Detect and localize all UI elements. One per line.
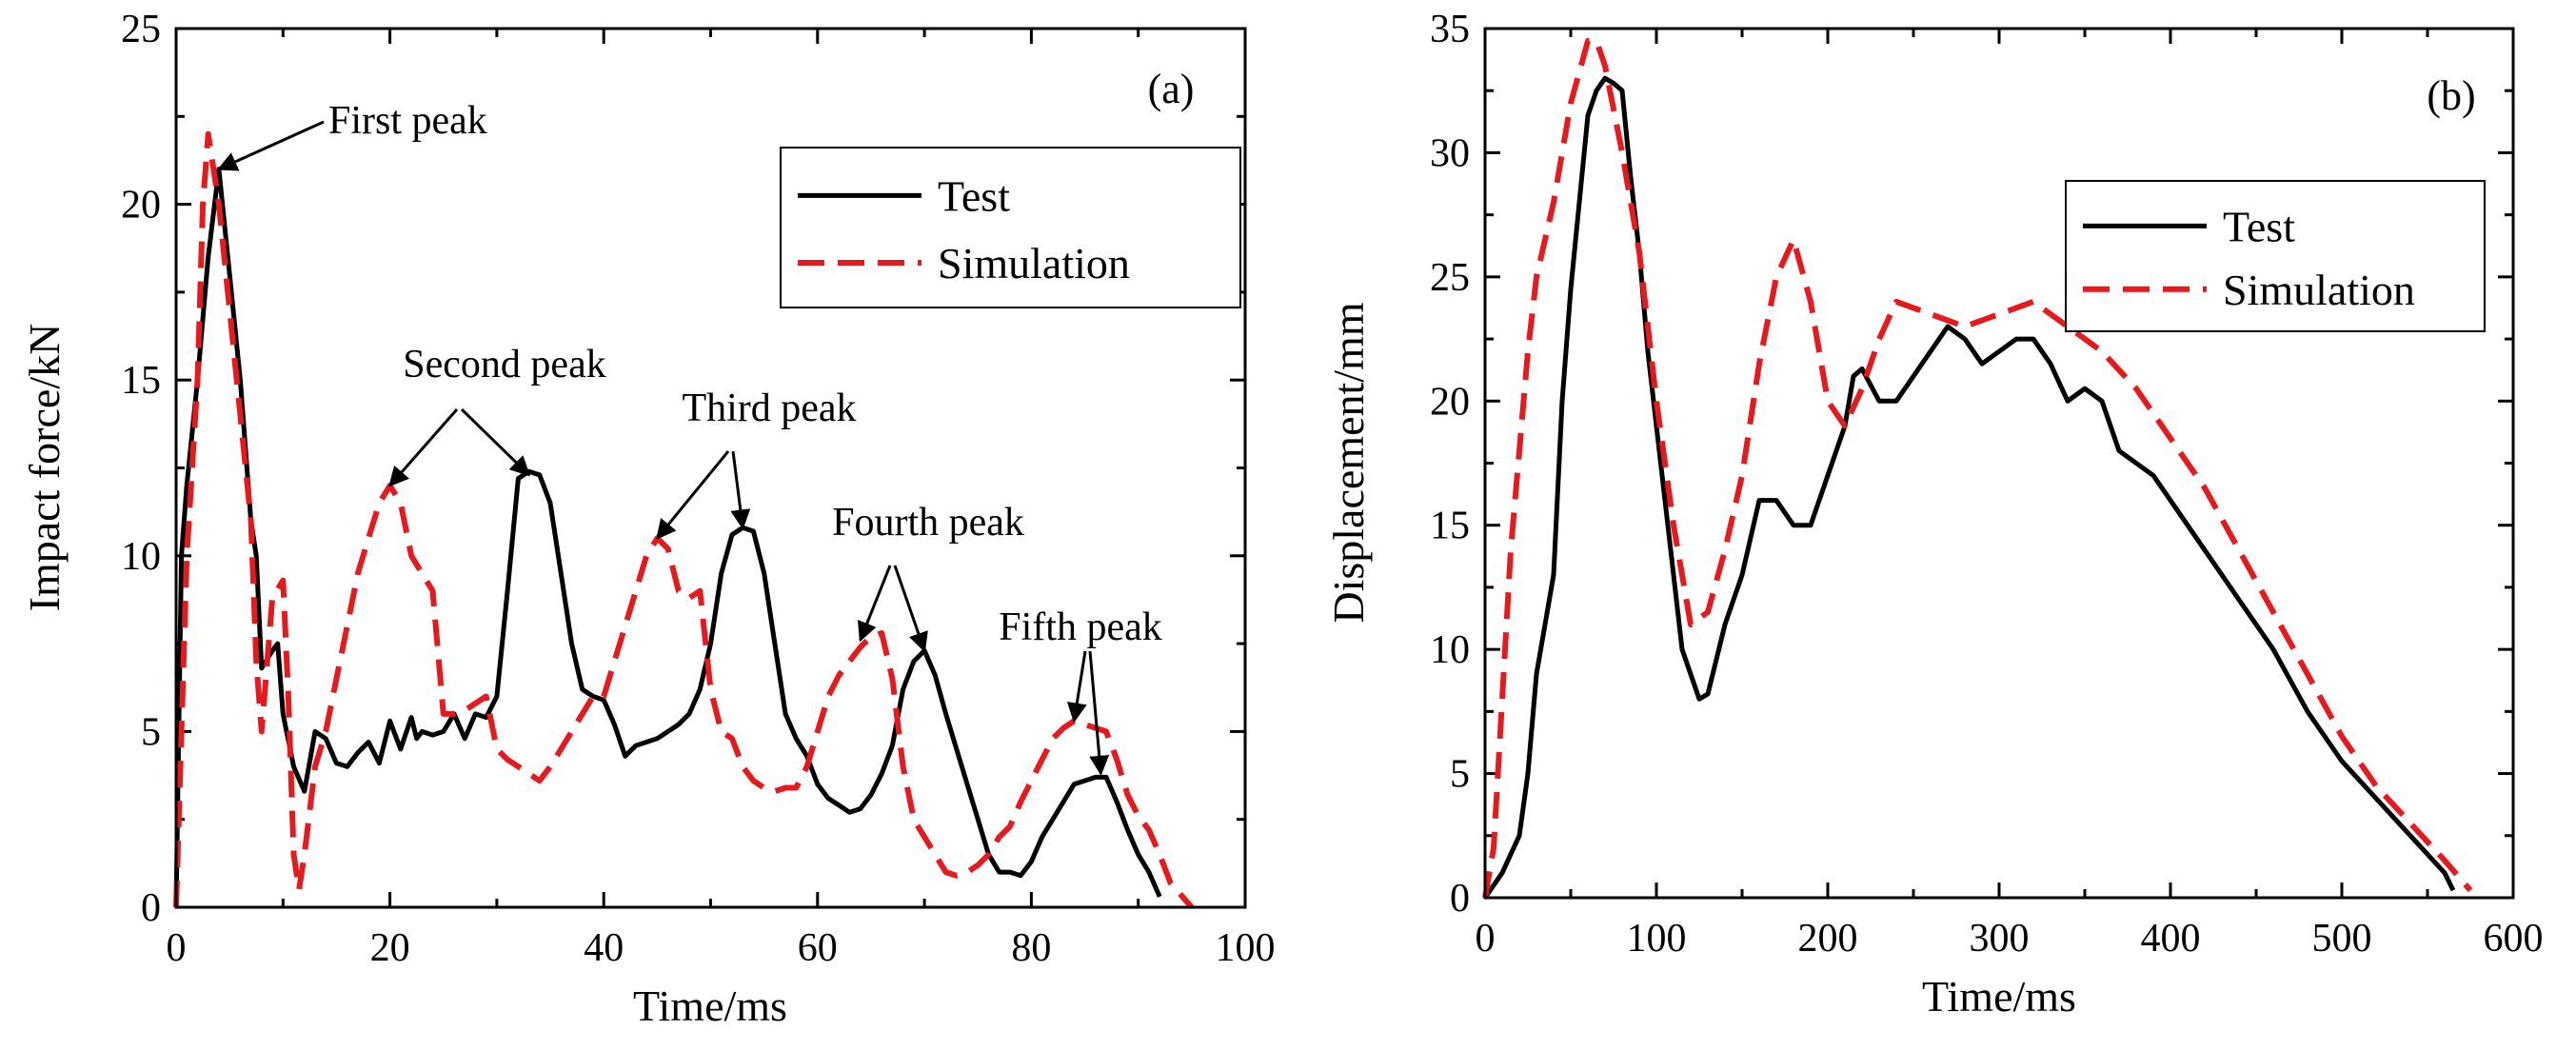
- chart-b: 0 100 200 300 400 500 600 0 5 10 15 20 25 30 35 (b) Ti…: [1324, 8, 2544, 1021]
- chart-b-series-simulation: [1482, 38, 2473, 899]
- chart-a-annotation: Fifth peak: [999, 605, 1161, 649]
- chart-a-y-tick-label: 20: [121, 184, 161, 228]
- chart-b-legend: Test Simulation: [2065, 180, 2486, 332]
- chart-b-plot-frame: [1483, 27, 2515, 900]
- chart-a: 0 20 40 60 80 100 0 5 10 15 20 25 First peak Second …: [20, 8, 1276, 1030]
- chart-b-y-tick-label: 15: [1430, 505, 1470, 548]
- chart-b-x-tick-label: 100: [1627, 917, 1687, 961]
- chart-b-legend-label-simulation: Simulation: [2223, 266, 2415, 314]
- chart-a-x-tick-label: 60: [798, 926, 838, 970]
- chart-a-annotations: First peak Second peak Third peak Fourth pe…: [217, 99, 1162, 776]
- chart-a-annotation-arrow: [217, 120, 325, 171]
- chart-a-x-tick-label: 40: [584, 926, 624, 970]
- chart-a-annotation-arrow: [893, 565, 928, 653]
- chart-a-legend-box: [780, 147, 1241, 308]
- chart-a-annotation-arrow: [1066, 650, 1087, 724]
- chart-a-y-tick-label: 5: [141, 710, 161, 754]
- chart-b-y-tick-label: 35: [1430, 8, 1470, 51]
- chart-b-legend-label-test: Test: [2223, 202, 2295, 250]
- chart-b-x-tick-label: 600: [2484, 917, 2544, 961]
- chart-b-y-tick-label: 0: [1450, 877, 1470, 921]
- chart-a-y-tick-label: 15: [121, 359, 161, 403]
- chart-b-legend-box: [2065, 180, 2486, 332]
- chart-b-y-tick-label: 20: [1430, 380, 1470, 424]
- chart-b-panel-label: (b): [2427, 72, 2475, 119]
- chart-a-x-axis-title: Time/ms: [633, 982, 787, 1030]
- chart-a-annotation-arrow: [460, 407, 531, 477]
- chart-a-annotation-arrow: [1088, 650, 1110, 776]
- chart-b-x-tick-label: 300: [1970, 917, 2030, 961]
- chart-b-y-tick-label: 5: [1450, 753, 1470, 797]
- chart-a-annotation-arrow: [656, 450, 730, 540]
- chart-a-y-tick-label: 25: [121, 8, 161, 51]
- chart-a-series-layer: [173, 130, 1195, 909]
- chart-a-annotation-arrow: [857, 565, 892, 643]
- chart-b-y-tick-label: 10: [1430, 628, 1470, 672]
- chart-a-series-simulation: [173, 130, 1195, 909]
- chart-b-x-tick-label: 200: [1798, 917, 1858, 961]
- chart-a-x-tick-label: 100: [1216, 926, 1276, 970]
- chart-a-annotation: Second peak: [403, 343, 605, 387]
- chart-a-legend-label-test: Test: [938, 171, 1010, 220]
- chart-a-annotation-arrow: [388, 408, 459, 487]
- chart-a-annotation: First peak: [328, 99, 487, 143]
- chart-a-panel-label: (a): [1148, 66, 1195, 112]
- chart-b-y-axis-title: Displacement/mm: [1324, 302, 1373, 623]
- chart-a-y-tick-label: 0: [141, 886, 161, 930]
- chart-a-legend-label-simulation: Simulation: [938, 239, 1130, 288]
- chart-b-x-tick-label: 400: [2141, 917, 2201, 961]
- chart-a-plot-frame: [174, 27, 1247, 909]
- chart-a-x-tick-label: 0: [167, 926, 187, 970]
- chart-a-annotation: Third peak: [682, 387, 856, 430]
- chart-a-legend: Test Simulation: [780, 147, 1241, 308]
- chart-a-annotation: Fourth peak: [832, 501, 1024, 545]
- chart-b-y-tick-label: 30: [1430, 131, 1470, 175]
- chart-b-ticks: 0 100 200 300 400 500 600 0 5 10 15 20 25 30 35: [1430, 8, 2544, 961]
- chart-a-annotation-arrow: [730, 450, 751, 530]
- chart-b-x-axis-title: Time/ms: [1922, 972, 2076, 1021]
- chart-a-y-axis-title: Impact force/kN: [20, 324, 69, 612]
- chart-b-x-tick-label: 0: [1476, 917, 1496, 961]
- chart-a-x-tick-label: 80: [1011, 926, 1051, 970]
- chart-b-x-tick-label: 500: [2312, 917, 2372, 961]
- chart-b-series-layer: [1482, 38, 2473, 900]
- chart-a-y-tick-label: 10: [121, 535, 161, 579]
- chart-a-x-tick-label: 20: [370, 926, 410, 970]
- chart-b-series-test: [1482, 75, 2456, 900]
- chart-b-y-tick-label: 25: [1430, 256, 1470, 300]
